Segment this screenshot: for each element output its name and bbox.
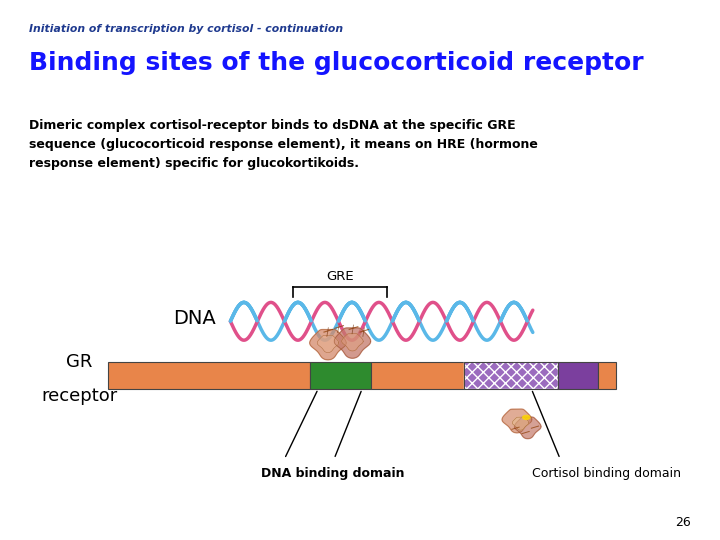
Bar [598, 362, 616, 389]
Ellipse shape [522, 415, 531, 420]
Bar [108, 362, 310, 389]
Bar [310, 362, 371, 389]
Polygon shape [513, 417, 528, 430]
Text: Cortisol binding domain: Cortisol binding domain [533, 467, 681, 480]
Text: Binding sites of the glucocorticoid receptor: Binding sites of the glucocorticoid rece… [29, 51, 644, 75]
Text: DNA: DNA [174, 309, 216, 328]
Text: receptor: receptor [41, 388, 117, 406]
Polygon shape [515, 417, 541, 438]
Text: 26: 26 [675, 516, 691, 529]
Bar [371, 362, 464, 389]
Polygon shape [334, 328, 371, 358]
Polygon shape [310, 329, 346, 360]
Text: GR: GR [66, 353, 92, 372]
Text: DNA binding domain: DNA binding domain [261, 467, 405, 480]
Text: GRE: GRE [326, 271, 354, 284]
Text: Dimeric complex cortisol-receptor binds to dsDNA at the specific GRE: Dimeric complex cortisol-receptor binds … [29, 119, 516, 132]
Bar [464, 362, 558, 389]
Text: sequence (glucocorticoid response element), it means on HRE (hormone: sequence (glucocorticoid response elemen… [29, 138, 538, 151]
Polygon shape [502, 409, 532, 433]
Polygon shape [342, 334, 363, 351]
Bar [558, 362, 598, 389]
Text: Initiation of transcription by cortisol - continuation: Initiation of transcription by cortisol … [29, 24, 343, 35]
Bar [464, 362, 558, 389]
Text: response element) specific for glucokortikoids.: response element) specific for glucokort… [29, 157, 359, 170]
Polygon shape [318, 335, 338, 353]
